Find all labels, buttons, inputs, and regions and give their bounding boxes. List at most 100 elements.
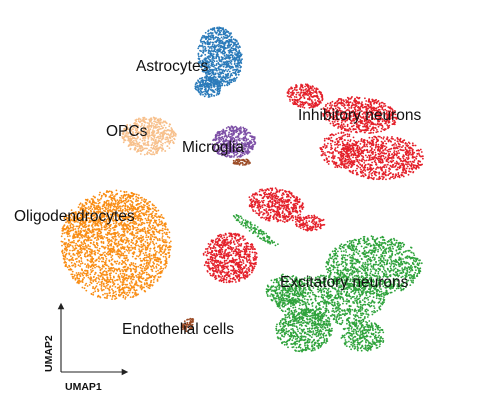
inhibitory-neurons-point bbox=[305, 84, 308, 87]
opcs-point bbox=[156, 129, 159, 132]
astrocytes-point bbox=[213, 73, 216, 75]
opcs-point bbox=[168, 147, 171, 150]
inhibitory-neurons-point bbox=[391, 173, 394, 176]
opcs-point bbox=[145, 118, 148, 120]
inhibitory-neurons-point bbox=[326, 151, 329, 153]
astrocytes-point bbox=[237, 71, 239, 73]
inhibitory-neurons-point bbox=[373, 149, 376, 151]
inhibitory-neurons-point bbox=[380, 140, 383, 143]
inhibitory-neurons-point bbox=[304, 102, 307, 105]
inhibitory-neurons-point bbox=[330, 112, 332, 115]
opcs-point bbox=[134, 146, 137, 149]
inhibitory-neurons-point bbox=[412, 153, 414, 156]
inhibitory-neurons-point bbox=[364, 97, 366, 100]
inhibitory-neurons-point bbox=[348, 156, 351, 159]
inhibitory-neurons-point bbox=[385, 152, 388, 155]
astrocytes-point bbox=[212, 85, 215, 88]
astrocytes-point bbox=[221, 42, 223, 45]
astrocytes-point bbox=[216, 85, 219, 88]
inhibitory-neurons-point bbox=[378, 150, 381, 153]
inhibitory-neurons-point bbox=[325, 158, 328, 161]
astrocytes-point bbox=[232, 69, 234, 71]
astrocytes-point bbox=[226, 44, 229, 47]
astrocytes-point bbox=[230, 32, 233, 35]
inhibitory-neurons-point bbox=[329, 102, 332, 105]
microglia-point bbox=[243, 127, 245, 130]
inhibitory-neurons-point bbox=[364, 145, 366, 148]
inhibitory-neurons-point bbox=[328, 151, 331, 154]
inhibitory-neurons-point bbox=[303, 106, 306, 109]
inhibitory-neurons-point bbox=[349, 161, 352, 164]
inhibitory-neurons-point bbox=[371, 156, 374, 159]
oligodendrocytes-point bbox=[111, 236, 114, 239]
inhibitory-neurons-point bbox=[357, 105, 360, 108]
inhibitory-neurons-point bbox=[330, 156, 333, 159]
inhibitory-neurons-point bbox=[307, 98, 309, 100]
inhibitory-neurons-point bbox=[377, 125, 380, 128]
opcs-point bbox=[164, 126, 167, 129]
astrocytes-point bbox=[215, 94, 218, 96]
oligodendrocytes-point bbox=[136, 226, 139, 229]
astrocytes-point bbox=[211, 60, 214, 63]
inhibitory-neurons-point bbox=[358, 150, 361, 153]
opcs-point bbox=[163, 129, 166, 132]
opcs-point bbox=[150, 126, 153, 128]
microglia-point bbox=[245, 129, 248, 132]
astrocytes-point bbox=[238, 54, 241, 57]
endothelial-cells-point bbox=[239, 162, 242, 164]
microglia-point bbox=[232, 130, 234, 132]
opcs-point bbox=[159, 132, 162, 134]
astrocytes-point bbox=[224, 42, 227, 45]
astrocytes-point bbox=[209, 78, 212, 80]
inhibitory-neurons-point bbox=[336, 141, 339, 143]
inhibitory-neurons-point bbox=[295, 84, 298, 86]
astrocytes-point bbox=[218, 80, 221, 82]
inhibitory-neurons-point bbox=[357, 97, 360, 100]
astrocytes-point bbox=[217, 56, 220, 58]
oligodendrocytes-point bbox=[127, 252, 130, 254]
inhibitory-neurons-point bbox=[371, 174, 373, 177]
inhibitory-neurons-point bbox=[354, 154, 357, 157]
astrocytes-point bbox=[199, 77, 201, 80]
astrocytes-point bbox=[213, 82, 216, 85]
astrocytes-point bbox=[235, 39, 238, 42]
inhibitory-neurons-point bbox=[389, 168, 391, 171]
astrocytes-point bbox=[220, 48, 222, 51]
inhibitory-neurons-point bbox=[406, 162, 409, 164]
astrocytes-point bbox=[220, 60, 223, 63]
inhibitory-neurons-point bbox=[392, 157, 395, 159]
inhibitory-neurons-point bbox=[397, 145, 400, 148]
astrocytes-point bbox=[222, 69, 225, 71]
inhibitory-neurons-point bbox=[390, 137, 393, 140]
opcs-point bbox=[160, 141, 163, 144]
inhibitory-neurons-point bbox=[394, 139, 396, 142]
inhibitory-neurons-point bbox=[339, 143, 341, 146]
inhibitory-neurons-point bbox=[328, 138, 331, 140]
opcs-point bbox=[161, 134, 164, 137]
inhibitory-neurons-point bbox=[357, 120, 360, 123]
inhibitory-neurons-point bbox=[370, 158, 373, 161]
opcs-point bbox=[145, 147, 147, 150]
astrocytes-point bbox=[197, 54, 200, 56]
inhibitory-neurons-point bbox=[382, 173, 385, 176]
inhibitory-neurons-point bbox=[397, 155, 400, 158]
astrocytes-point bbox=[226, 80, 229, 82]
endothelial-cells-point bbox=[232, 159, 235, 162]
astrocytes-point bbox=[217, 90, 219, 93]
astrocytes-point bbox=[232, 38, 235, 41]
inhibitory-neurons-point bbox=[352, 146, 355, 149]
inhibitory-neurons-point bbox=[340, 121, 343, 124]
inhibitory-neurons-point bbox=[399, 164, 402, 167]
astrocytes-point bbox=[226, 64, 229, 67]
inhibitory-neurons-point bbox=[387, 161, 390, 164]
inhibitory-neurons-point bbox=[334, 150, 337, 152]
inhibitory-neurons-point bbox=[370, 142, 373, 145]
astrocytes-point bbox=[205, 64, 208, 66]
opcs-point bbox=[161, 150, 163, 152]
inhibitory-neurons-point bbox=[343, 144, 345, 147]
microglia-point bbox=[243, 129, 246, 132]
astrocytes-point bbox=[198, 91, 201, 94]
oligodendrocytes-point bbox=[151, 240, 154, 243]
astrocytes-point bbox=[210, 84, 213, 87]
microglia-point bbox=[246, 146, 248, 148]
